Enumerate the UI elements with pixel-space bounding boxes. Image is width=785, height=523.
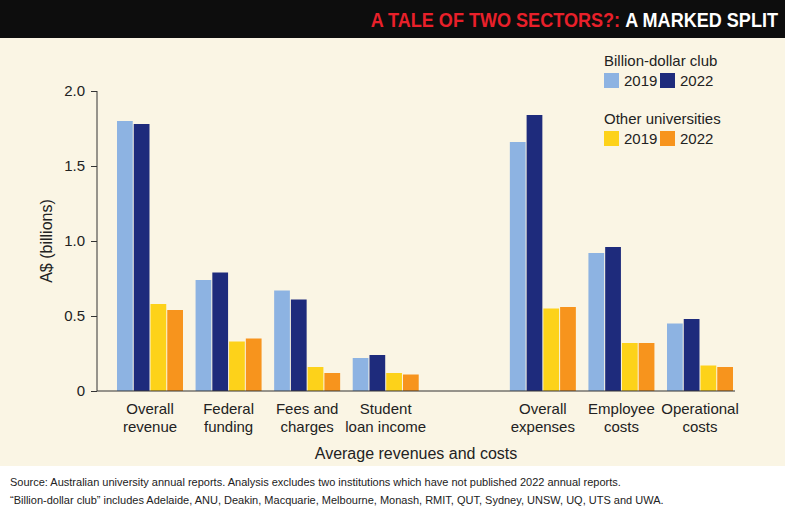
bar (510, 142, 526, 391)
banner (0, 0, 785, 38)
legend: Billion-dollar club 2019 2022 Other univers… (604, 52, 721, 147)
legend-label: 2019 (624, 130, 657, 147)
bar (134, 124, 150, 391)
x-tick-label: Overallrevenue (123, 400, 177, 435)
plot-background (0, 38, 785, 466)
x-tick: Studentloan income (345, 400, 426, 435)
legend-group-title: Other universities (604, 110, 721, 127)
y-tick-mark (91, 166, 97, 167)
bar (639, 343, 655, 391)
x-tick-label: Operationalcosts (661, 400, 739, 435)
bar (308, 367, 324, 391)
y-tick-mark (91, 391, 97, 392)
legend-swatch (604, 131, 619, 146)
x-tick-label: Overallexpenses (511, 400, 575, 435)
bar (353, 358, 369, 391)
bar (622, 343, 638, 391)
bars (117, 115, 733, 391)
y-tick-mark (91, 241, 97, 242)
footnote: Source: Australian university annual rep… (10, 476, 621, 488)
bar (543, 309, 559, 392)
x-axis-title: Average revenues and costs (315, 445, 518, 462)
y-tick-label: 1.0 (64, 232, 85, 249)
y-axis: 0 0.5 1.0 1.5 2.0 (64, 82, 97, 399)
x-tick: Federalfunding (203, 400, 254, 435)
bar (151, 304, 167, 391)
legend-label: 2022 (680, 130, 713, 147)
x-tick: Fees andcharges (276, 400, 339, 435)
legend-label: 2022 (680, 72, 713, 89)
bar (246, 339, 262, 392)
y-tick-label: 0 (77, 382, 85, 399)
bar (229, 342, 245, 392)
legend-swatch (660, 131, 675, 146)
bar (527, 115, 543, 391)
y-tick-label: 0.5 (64, 307, 85, 324)
footnote: “Billion-dollar club” includes Adelaide,… (10, 494, 664, 506)
bar (386, 373, 402, 391)
legend-label: 2019 (624, 72, 657, 89)
legend-swatch (604, 73, 619, 88)
bar (560, 307, 576, 391)
bar (717, 367, 733, 391)
bar (369, 355, 385, 391)
bar (324, 373, 340, 391)
title-group: A TALE OF TWO SECTORS?:A MARKED SPLIT (371, 8, 778, 32)
subtitle: A MARKED SPLIT (625, 8, 778, 32)
y-axis-title: A$ (billions) (38, 199, 55, 283)
bar (605, 247, 621, 391)
bar (684, 319, 700, 391)
y-tick-label: 2.0 (64, 82, 85, 99)
x-tick: Overallrevenue (123, 400, 177, 435)
y-tick: 0.5 (64, 307, 97, 324)
bar (167, 310, 183, 391)
background (0, 0, 785, 523)
x-tick: Overallexpenses (511, 400, 575, 435)
x-tick-label: Fees andcharges (276, 400, 339, 435)
x-tick: Operationalcosts (661, 400, 739, 435)
bar (588, 253, 604, 391)
y-tick: 1.5 (64, 157, 97, 174)
y-tick: 2.0 (64, 82, 97, 99)
bar (196, 280, 212, 391)
bar (117, 121, 133, 391)
title: A TALE OF TWO SECTORS?:A MARKED SPLIT (371, 8, 778, 32)
y-tick-mark (91, 316, 97, 317)
y-tick: 0 (77, 382, 97, 399)
y-tick: 1.0 (64, 232, 97, 249)
x-axis: Overallrevenue Federalfunding Fees andchar… (97, 391, 739, 435)
title-part: A TALE OF TWO SECTORS?: (371, 8, 620, 32)
x-tick-label: Employeecosts (588, 400, 655, 435)
bar (212, 273, 228, 392)
y-tick-label: 1.5 (64, 157, 85, 174)
bar (701, 366, 717, 392)
bar (403, 375, 419, 392)
legend-swatch (660, 73, 675, 88)
bar (667, 324, 683, 392)
chart: A TALE OF TWO SECTORS?:A MARKED SPLIT 0 0.… (0, 0, 785, 523)
bar (291, 300, 307, 392)
y-tick-mark (91, 91, 97, 92)
x-axis-line (97, 391, 735, 392)
bar (274, 291, 290, 392)
x-tick-label: Federalfunding (203, 400, 254, 435)
legend-group-title: Billion-dollar club (604, 52, 717, 69)
x-tick-label: Studentloan income (345, 400, 426, 435)
x-tick: Employeecosts (588, 400, 655, 435)
